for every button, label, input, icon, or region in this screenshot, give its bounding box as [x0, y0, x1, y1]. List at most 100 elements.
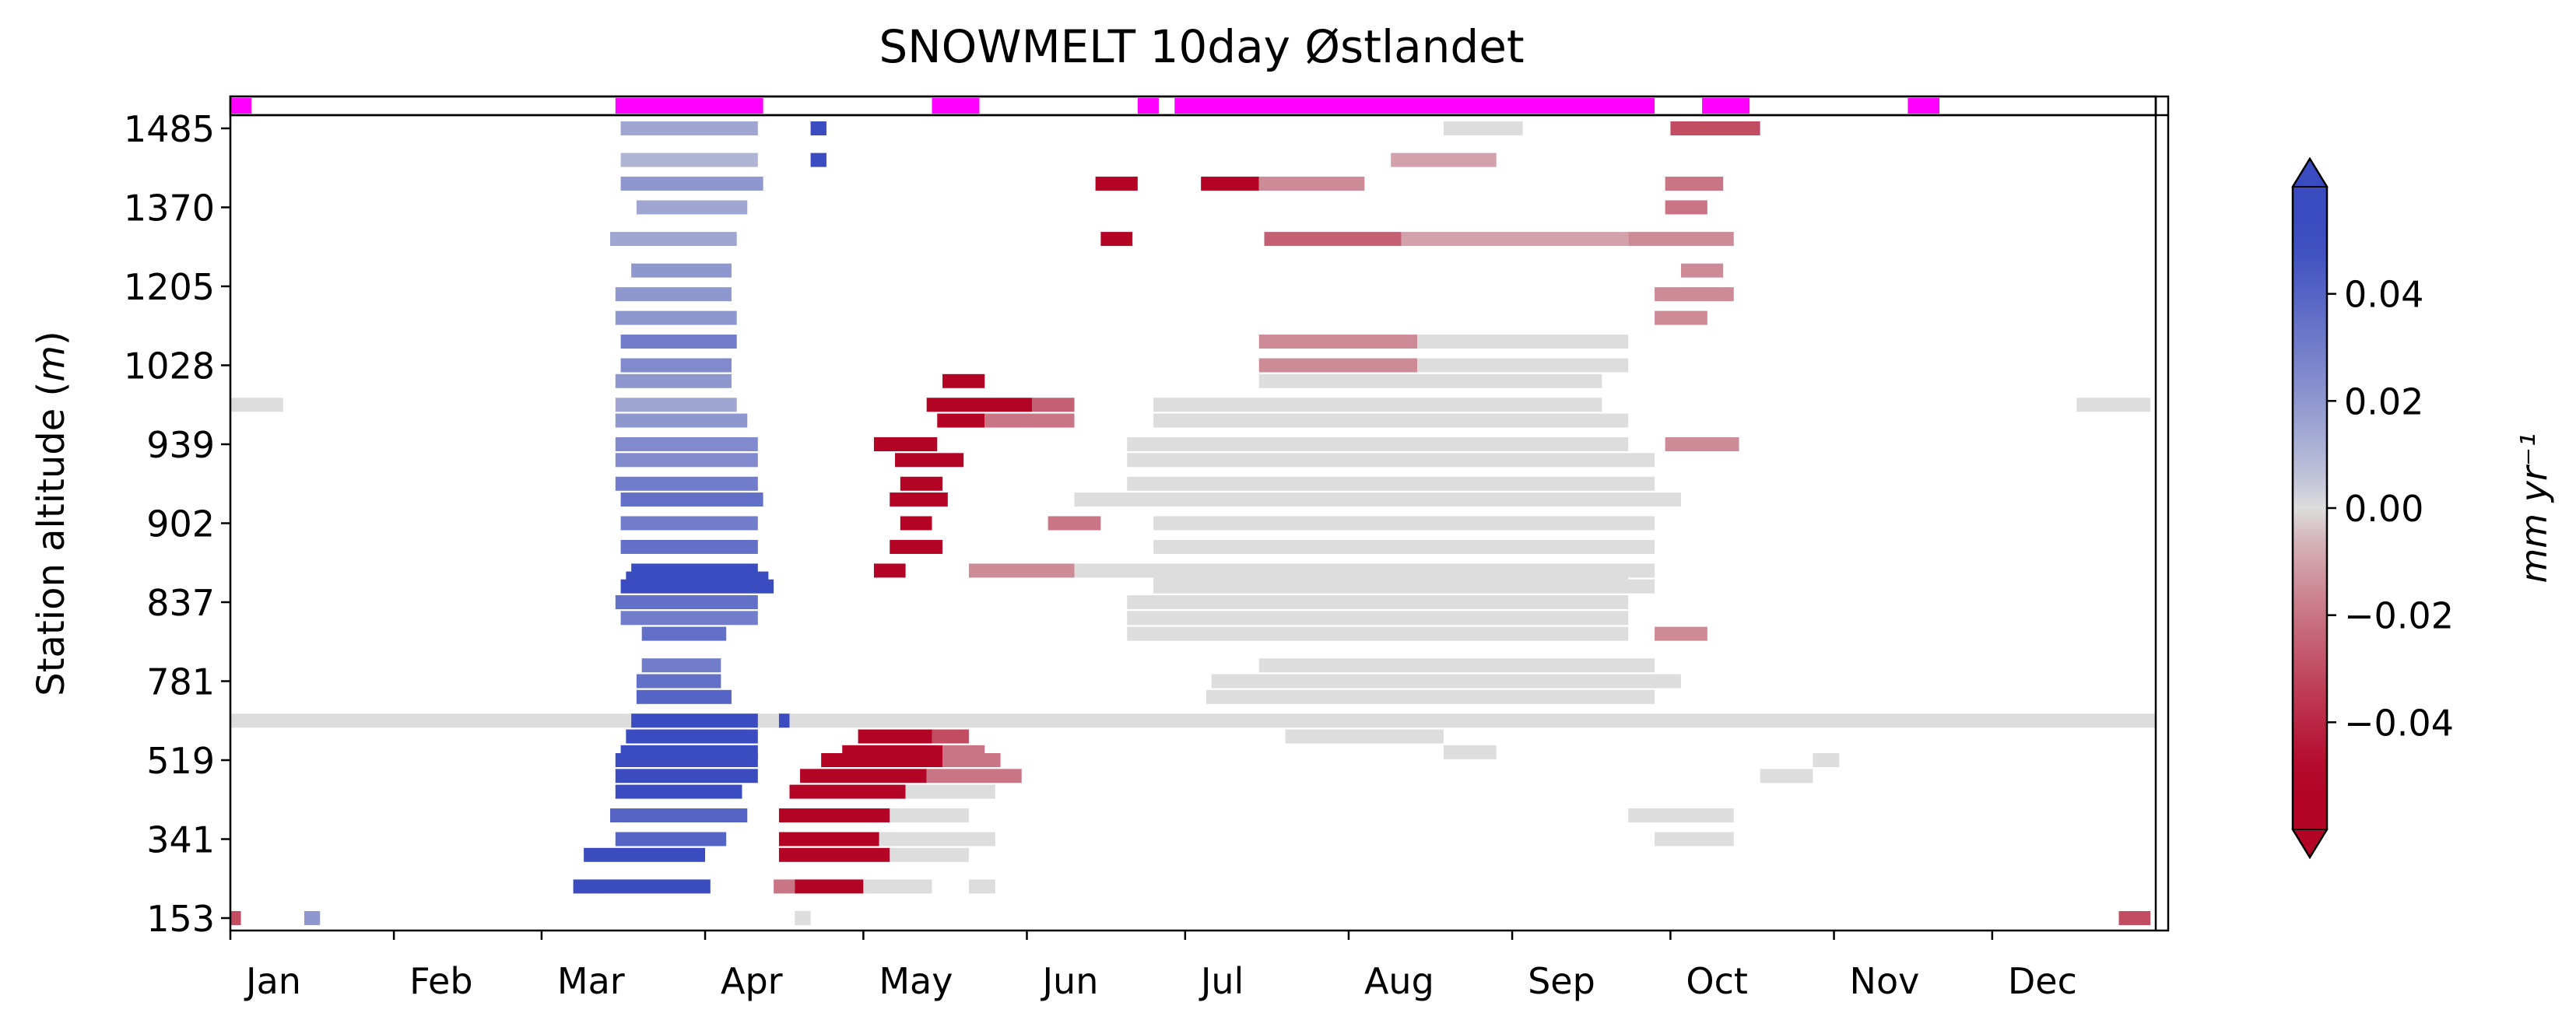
heat-cell	[620, 539, 758, 554]
heat-cell	[620, 152, 758, 167]
heat-cell	[890, 808, 969, 823]
heat-cell	[1153, 516, 1655, 531]
heat-cell	[810, 121, 826, 135]
heat-cell	[620, 358, 732, 373]
heat-cell	[304, 911, 321, 925]
y-tick-label: 1028	[124, 345, 215, 387]
heat-cell	[1391, 152, 1497, 167]
heat-cell	[615, 287, 732, 302]
heat-cell	[800, 769, 927, 783]
heat-cell	[1127, 453, 1655, 468]
x-tick-label: Mar	[557, 960, 625, 1002]
heat-cell	[895, 453, 964, 468]
heat-cell	[1127, 611, 1629, 626]
heat-cell	[1258, 358, 1418, 373]
heat-cell	[1417, 335, 1629, 349]
heat-cell	[1628, 808, 1734, 823]
heat-cell	[774, 879, 795, 894]
heat-cell	[615, 595, 758, 609]
colorbar-gradient	[2293, 187, 2327, 829]
heat-cell	[1655, 626, 1707, 641]
heat-cell	[1258, 658, 1655, 673]
heat-cell	[1628, 232, 1734, 247]
heat-cell	[1670, 121, 1760, 135]
heat-cell	[1258, 177, 1365, 191]
heat-cell	[1048, 516, 1101, 531]
heat-cell	[620, 177, 763, 191]
heat-cell	[615, 310, 737, 325]
flag-period	[1907, 98, 1940, 114]
heat-cell	[1127, 626, 1629, 641]
heat-cell	[778, 808, 890, 823]
flag-period	[1174, 98, 1655, 114]
heat-cell	[1680, 263, 1724, 278]
y-tick-label: 519	[146, 740, 215, 782]
heat-cell	[610, 232, 737, 247]
colorbar-extend-bottom	[2291, 829, 2329, 859]
heat-cell	[230, 713, 2156, 728]
heat-cell	[778, 832, 879, 846]
heat-cell	[631, 263, 732, 278]
y-tick-label: 1205	[124, 266, 215, 308]
heat-cell	[926, 398, 1033, 412]
heat-cell	[890, 492, 948, 507]
heat-cell	[230, 398, 283, 412]
heat-cell	[858, 729, 932, 744]
heat-cell	[1443, 745, 1497, 759]
x-tick-label: Jan	[244, 960, 301, 1002]
heat-cell	[610, 808, 748, 823]
x-tick-label: Oct	[1686, 960, 1748, 1002]
heat-cell	[873, 563, 906, 578]
heat-cell	[1655, 287, 1734, 302]
x-tick-label: May	[879, 960, 953, 1002]
heat-cell	[1760, 769, 1813, 783]
heat-cell	[900, 516, 932, 531]
heat-cell	[873, 437, 938, 451]
heat-cell	[631, 713, 758, 728]
axes	[229, 95, 2170, 932]
heat-cell	[599, 879, 711, 894]
colorbar-tick-label: 0.00	[2344, 488, 2423, 530]
heat-cell	[615, 476, 758, 491]
heatmap-cells	[230, 121, 2156, 925]
heat-cell	[641, 658, 721, 673]
heat-cell	[795, 879, 864, 894]
x-tick-label: Aug	[1364, 960, 1434, 1002]
colorbar: 0.04 0.02 0.00 −0.02 −0.04 mm yr⁻¹	[2291, 156, 2555, 860]
heat-cell	[789, 784, 906, 799]
heat-cell	[2118, 911, 2151, 925]
heat-cell	[1258, 335, 1418, 349]
heat-cell	[620, 745, 758, 759]
heat-cell	[1153, 539, 1655, 554]
heat-cell	[1665, 437, 1739, 451]
heat-cell	[1211, 674, 1681, 689]
heat-cell	[1032, 398, 1075, 412]
heat-cell	[926, 769, 1022, 783]
heat-cell	[615, 784, 742, 799]
y-tick-labels: 153 341 519 781 837 902 939 1028 1205 1370 1485	[124, 108, 230, 940]
heat-cell	[1095, 177, 1138, 191]
x-tick-label: Dec	[2008, 960, 2077, 1002]
colorbar-outline	[2291, 156, 2329, 860]
x-tick-label: Apr	[721, 960, 783, 1002]
heat-cell	[626, 729, 758, 744]
colorbar-tick-label: −0.04	[2344, 702, 2454, 744]
heat-cell	[636, 200, 748, 215]
x-tick-label: Jul	[1199, 960, 1244, 1002]
heat-cell	[1264, 232, 1402, 247]
y-tick-label: 1485	[124, 108, 215, 150]
heat-cell	[968, 879, 995, 894]
heat-cell	[863, 879, 932, 894]
heat-cell	[1127, 437, 1629, 451]
y-tick-label: 341	[146, 819, 215, 861]
heat-cell	[615, 453, 758, 468]
heat-cell	[900, 476, 943, 491]
heat-cell	[1813, 753, 1840, 767]
heat-cell	[778, 713, 790, 728]
heat-cell	[620, 335, 737, 349]
heat-cell	[636, 674, 721, 689]
y-tick-label: 1370	[124, 188, 215, 230]
y-tick-label: 902	[146, 503, 215, 545]
heat-cell	[636, 689, 732, 704]
heat-cell	[1074, 492, 1681, 507]
